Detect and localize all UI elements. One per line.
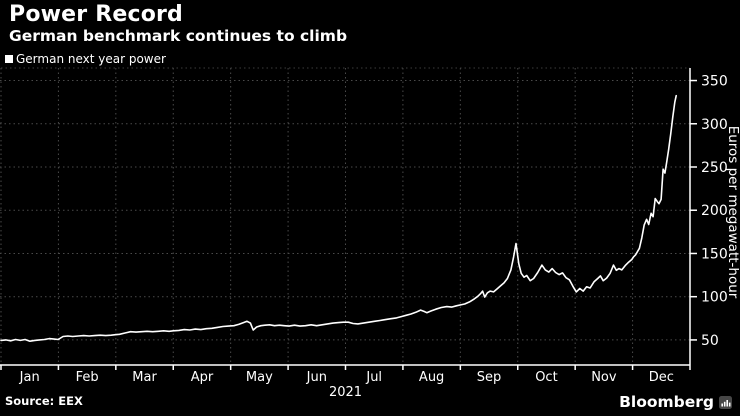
x-tick-label: Jul: [365, 370, 382, 385]
source-note: Source: EEX: [5, 394, 83, 408]
brand-mark: Bloomberg: [619, 393, 732, 411]
y-tick-label: 350: [701, 74, 728, 90]
y-axis-title: Euros per megawatt-hour: [725, 126, 740, 299]
legend-swatch-icon: [5, 55, 13, 63]
bloomberg-chart-icon: [719, 395, 732, 409]
x-tick-label: Oct: [535, 370, 557, 385]
x-tick-label: Mar: [132, 370, 157, 385]
x-axis-year-label: 2021: [329, 385, 362, 400]
y-tick-label: 300: [701, 117, 728, 133]
x-tick-label: Feb: [76, 370, 99, 385]
x-tick-label: Sep: [477, 370, 502, 385]
y-tick-label: 250: [701, 160, 728, 176]
x-tick-label: Dec: [649, 370, 674, 385]
chart-subtitle: German benchmark continues to climb: [9, 27, 348, 45]
x-tick-label: Apr: [191, 370, 214, 385]
x-tick-label: Jan: [19, 370, 40, 385]
y-tick-label: 100: [701, 290, 728, 306]
y-tick-label: 150: [701, 246, 728, 262]
brand-name: Bloomberg: [619, 393, 714, 411]
price-series-line: [0, 94, 678, 343]
x-tick-label: Nov: [591, 370, 617, 385]
x-tick-label: Jun: [306, 370, 327, 385]
chart-title: Power Record: [9, 2, 184, 27]
x-tick-label: May: [246, 370, 273, 385]
legend: German next year power: [5, 52, 166, 66]
legend-label: German next year power: [16, 52, 166, 66]
y-tick-label: 50: [701, 333, 719, 349]
x-tick-label: Aug: [419, 370, 444, 385]
y-tick-label: 200: [701, 203, 728, 219]
